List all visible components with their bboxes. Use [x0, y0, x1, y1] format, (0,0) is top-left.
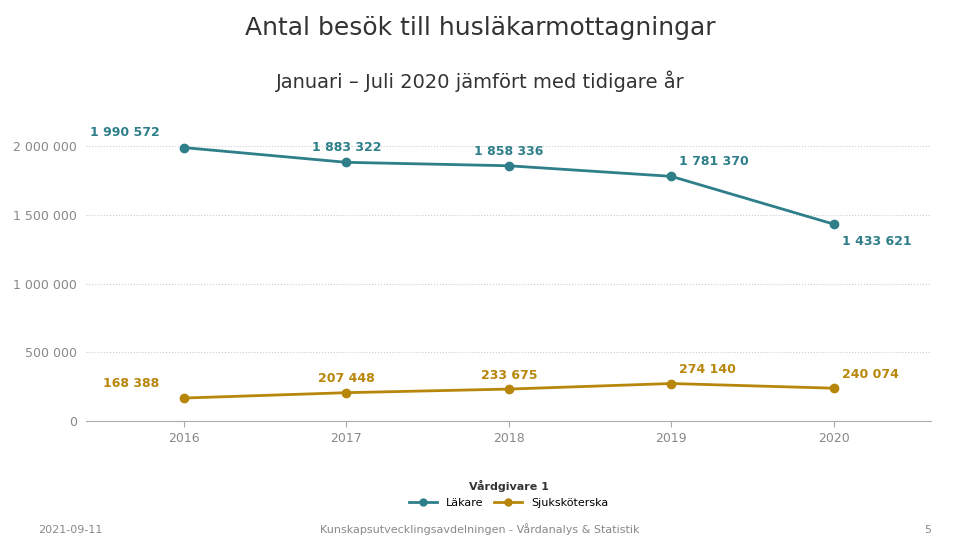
Text: 2021-09-11: 2021-09-11 [38, 524, 103, 535]
Legend: Läkare, Sjuksköterska: Läkare, Sjuksköterska [405, 476, 612, 512]
Text: 1 883 322: 1 883 322 [312, 141, 381, 154]
Text: 274 140: 274 140 [680, 363, 736, 376]
Text: 1 858 336: 1 858 336 [474, 145, 543, 158]
Text: 233 675: 233 675 [481, 368, 537, 382]
Text: 1 781 370: 1 781 370 [680, 155, 749, 168]
Text: Kunskapsutvecklingsavdelningen - Vårdanalys & Statistik: Kunskapsutvecklingsavdelningen - Vårdana… [321, 523, 639, 535]
Text: 5: 5 [924, 524, 931, 535]
Text: 240 074: 240 074 [842, 368, 899, 381]
Text: 207 448: 207 448 [318, 372, 374, 385]
Text: 1 433 621: 1 433 621 [842, 235, 911, 248]
Text: Januari – Juli 2020 jämfört med tidigare år: Januari – Juli 2020 jämfört med tidigare… [276, 70, 684, 92]
Text: Antal besök till husläkarmottagningar: Antal besök till husläkarmottagningar [245, 16, 715, 40]
Text: 1 990 572: 1 990 572 [89, 126, 159, 139]
Text: 168 388: 168 388 [104, 377, 159, 390]
